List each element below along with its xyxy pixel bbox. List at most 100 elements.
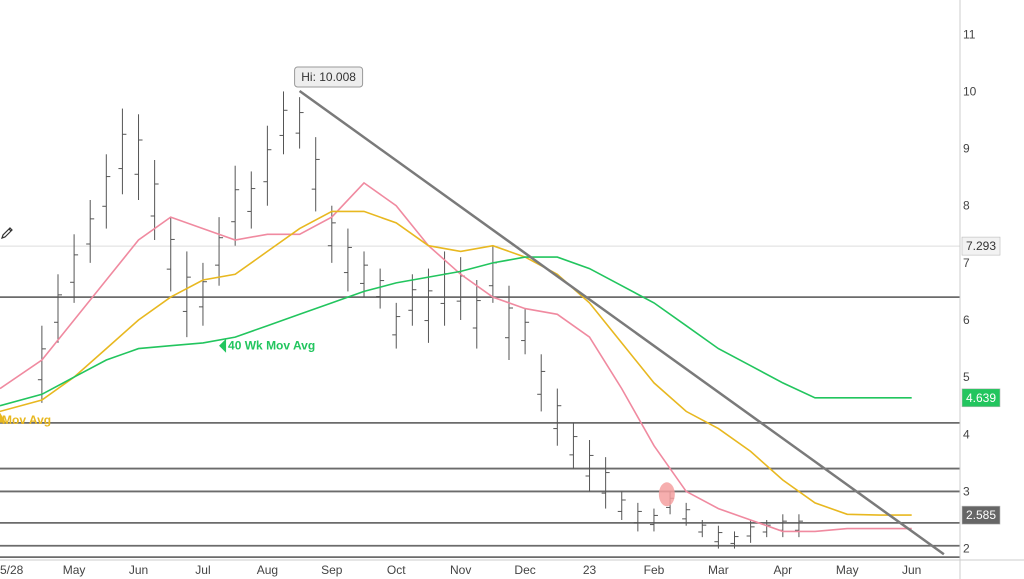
price-bar (633, 502, 642, 532)
price-bar (746, 520, 755, 543)
hi-label-box (294, 66, 364, 88)
price-label-box (961, 505, 1001, 525)
date-tick-label: Jun (129, 563, 148, 577)
price-bar (102, 154, 111, 229)
price-bar (424, 268, 433, 343)
price-bar (311, 137, 320, 212)
chart-annotations: Hi: 10.008 40 Wk Mov Avg Mov Avg (0, 66, 364, 427)
support-resistance-lines (0, 296, 960, 559)
price-bar (553, 388, 562, 446)
plot-background (0, 0, 960, 560)
moving-average-lines (0, 181, 912, 533)
ma40-label-pointer (219, 338, 227, 353)
price-bar (569, 422, 578, 469)
price-tick-label: 2 (963, 542, 970, 556)
pencil-icon[interactable] (0, 226, 14, 240)
price-label: 7.293 (961, 236, 1001, 256)
price-bar (231, 165, 240, 246)
price-bar (327, 205, 336, 263)
date-tick-label: 23 (583, 563, 597, 577)
date-axis-ticks: 5/28 May Jun Jul Aug Sep Oct Nov Dec 23 Feb Mar Apr M… (0, 563, 921, 577)
price-bar (682, 502, 691, 526)
price-tick-label: 7 (963, 256, 970, 270)
date-tick-label: 5/28 (0, 563, 24, 577)
price-bar (376, 268, 385, 309)
date-axis-panel (0, 560, 1024, 579)
highlight-ellipse (658, 482, 675, 507)
price-bars (37, 91, 803, 549)
date-tick-label: Dec (514, 563, 535, 577)
price-axis-panel (960, 0, 1024, 560)
price-label: 4.639 (961, 388, 1001, 408)
ma40-label: 40 Wk Mov Avg (228, 339, 315, 353)
date-tick-label: Apr (773, 563, 792, 577)
date-tick-label: Mar (708, 563, 729, 577)
price-bar (37, 325, 46, 403)
price-tick-label: 5 (963, 370, 970, 384)
price-bar (215, 217, 224, 286)
price-bar (698, 520, 707, 538)
price-axis-ticks: 2 3 4 5 6 7 8 9 10 11 (963, 27, 977, 555)
price-bar (182, 251, 191, 338)
price-bar (247, 171, 256, 229)
price-bar (730, 531, 739, 549)
price-bar (343, 228, 352, 292)
price-bar (408, 274, 417, 326)
price-bar (392, 302, 401, 349)
price-bar (53, 274, 62, 343)
price-bar (198, 262, 207, 326)
price-tick-label: 11 (963, 27, 976, 41)
price-tick-label: 4 (963, 427, 970, 441)
ma-line-3 (0, 256, 912, 407)
date-tick-label: Nov (450, 563, 471, 577)
price-label-text: 7.293 (966, 239, 996, 253)
price-bar (472, 280, 481, 349)
price-bar (86, 200, 95, 263)
price-bar (295, 97, 304, 149)
price-bar (263, 125, 272, 206)
price-label-box (961, 236, 1001, 256)
ma-partial-pointer (0, 412, 6, 423)
price-bar (649, 508, 658, 532)
price-labels: 7.293 4.639 2.585 (961, 236, 1001, 525)
price-bar (70, 234, 79, 303)
date-tick-label: May (63, 563, 86, 577)
ma-line-2 (0, 210, 912, 516)
price-bar (585, 440, 594, 492)
price-bar (504, 285, 513, 360)
price-bar (279, 91, 288, 155)
price-bar (617, 491, 626, 520)
price-tick-label: 3 (963, 484, 970, 498)
date-tick-label: Feb (644, 563, 665, 577)
date-tick-label: Oct (387, 563, 406, 577)
price-tick-label: 8 (963, 199, 970, 213)
price-label: 2.585 (961, 505, 1001, 525)
price-bar (794, 514, 803, 538)
price-tick-label: 9 (963, 142, 970, 156)
ma-line-1 (0, 181, 912, 533)
ma-partial-label: Mov Avg (2, 413, 51, 427)
date-tick-label: Sep (321, 563, 343, 577)
downtrend-line (298, 89, 945, 556)
hi-label: Hi: 10.008 (301, 70, 356, 84)
price-bar (521, 308, 530, 355)
price-bar (537, 354, 546, 412)
date-tick-label: Jun (902, 563, 921, 577)
price-bar (166, 217, 175, 292)
price-label-text: 4.639 (966, 391, 996, 405)
trendline (298, 89, 945, 556)
price-bar (601, 457, 610, 509)
price-bar (360, 251, 369, 298)
price-tick-label: 10 (963, 84, 977, 98)
date-tick-label: Jul (195, 563, 210, 577)
date-tick-label: Aug (257, 563, 278, 577)
price-bar (134, 114, 143, 200)
price-bar (118, 108, 127, 195)
price-tick-label: 6 (963, 313, 970, 327)
price-label-text: 2.585 (966, 508, 996, 522)
price-bar (714, 525, 723, 549)
date-tick-label: May (836, 563, 859, 577)
price-label-box (961, 388, 1001, 408)
